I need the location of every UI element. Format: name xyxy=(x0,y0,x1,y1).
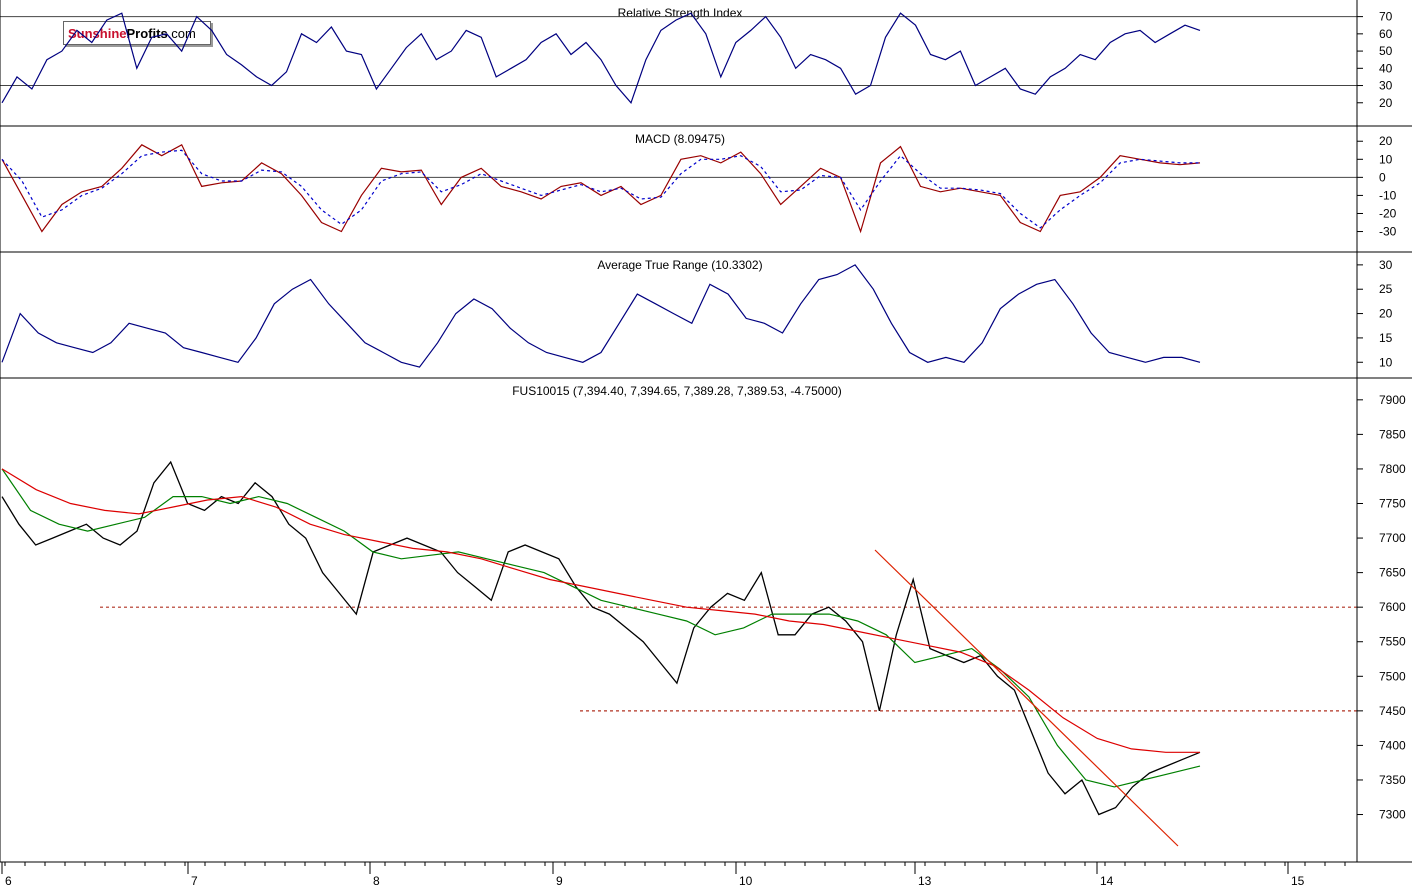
y-tick-label: 70 xyxy=(1379,10,1393,24)
series-line xyxy=(1,460,1201,816)
x-tick-label: 13 xyxy=(918,874,932,888)
y-tick-label: 7700 xyxy=(1379,531,1406,545)
y-tick-label: 7800 xyxy=(1379,462,1406,476)
x-tick-label: 9 xyxy=(556,874,563,888)
x-tick-label: 10 xyxy=(739,874,753,888)
y-tick-label: 0 xyxy=(1379,170,1386,184)
y-tick-label: 10 xyxy=(1379,355,1393,369)
y-tick-label: 60 xyxy=(1379,27,1393,41)
y-tick-label: -30 xyxy=(1379,225,1397,239)
series-line xyxy=(1,468,1201,788)
logo-part-profits: Profits xyxy=(126,26,168,41)
x-tick-label: 8 xyxy=(373,874,380,888)
x-tick-label: 14 xyxy=(1100,874,1114,888)
y-tick-label: 7850 xyxy=(1379,427,1406,441)
panel-title: MACD (8.09475) xyxy=(635,132,725,146)
y-tick-label: 10 xyxy=(1379,152,1393,166)
y-tick-label: 50 xyxy=(1379,44,1393,58)
x-tick-label: 6 xyxy=(5,874,12,888)
y-tick-label: 7550 xyxy=(1379,635,1406,649)
y-tick-label: 7500 xyxy=(1379,669,1406,683)
y-tick-label: 7750 xyxy=(1379,497,1406,511)
y-tick-label: 20 xyxy=(1379,134,1393,148)
y-tick-label: 25 xyxy=(1379,282,1393,296)
series-line xyxy=(1,149,1200,229)
y-tick-label: 7350 xyxy=(1379,773,1406,787)
y-tick-label: 20 xyxy=(1379,96,1393,110)
panel-title: FUS10015 (7,394.40, 7,394.65, 7,389.28, … xyxy=(512,384,842,398)
panel-title: Average True Range (10.3302) xyxy=(597,258,762,272)
y-tick-label: 15 xyxy=(1379,331,1393,345)
y-tick-label: 40 xyxy=(1379,61,1393,75)
x-tick-label: 7 xyxy=(191,874,198,888)
y-tick-label: 7650 xyxy=(1379,566,1406,580)
y-tick-label: 7450 xyxy=(1379,704,1406,718)
x-tick-label: 15 xyxy=(1291,874,1305,888)
y-tick-label: 7900 xyxy=(1379,393,1406,407)
series-line xyxy=(1,264,1201,368)
logo-part-com: .com xyxy=(167,26,196,41)
series-line xyxy=(1,143,1201,234)
y-tick-label: -20 xyxy=(1379,206,1397,220)
y-tick-label: 20 xyxy=(1379,307,1393,321)
y-tick-label: 7600 xyxy=(1379,600,1406,614)
series-line xyxy=(1,12,1201,104)
y-tick-label: 7400 xyxy=(1379,738,1406,752)
downtrend-line xyxy=(874,549,1179,847)
series-line xyxy=(1,468,1200,753)
y-tick-label: 30 xyxy=(1379,79,1393,93)
y-tick-label: 7300 xyxy=(1379,808,1406,822)
y-tick-label: -10 xyxy=(1379,188,1397,202)
y-tick-label: 30 xyxy=(1379,258,1393,272)
